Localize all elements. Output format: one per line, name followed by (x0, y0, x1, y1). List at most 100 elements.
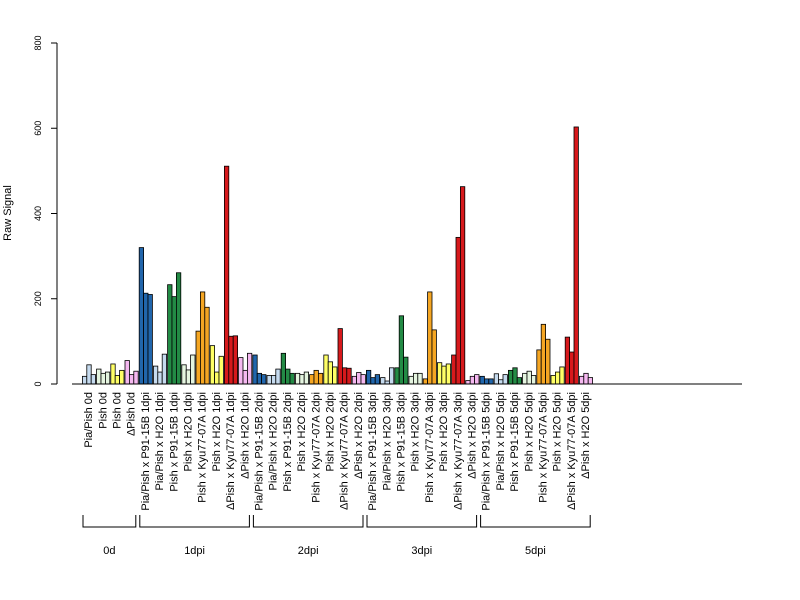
bar (199, 291, 206, 385)
bar (394, 367, 400, 385)
bar (536, 349, 542, 385)
x-tick-label: Pish x P91-15B 5dpi (509, 392, 521, 492)
bar (445, 363, 452, 385)
bar (512, 367, 518, 385)
bar (323, 354, 329, 385)
x-tick-label: Pish 0d (97, 392, 109, 429)
bar (100, 372, 106, 385)
bar (190, 354, 196, 385)
y-axis-label: Raw Signal (2, 185, 14, 241)
bar (313, 369, 319, 385)
group-brackets: 0d 1dpi 2dpi 3dpi 5dpi (82, 515, 591, 557)
bar (299, 374, 305, 385)
x-tick-label: ΔPish x H2O 1dpi (239, 392, 251, 479)
bar (545, 338, 551, 385)
x-tick-label: Pia/Pish x H2O 1dpi (154, 392, 166, 490)
x-tick-label: ΔPish 0d (126, 392, 138, 436)
group-label: 1dpi (184, 545, 205, 557)
bar (550, 375, 556, 385)
category-labels: Pia/Pish 0d Pish 0d Pish 0d ΔPish 0d Pia/Pis… (83, 392, 592, 511)
x-tick-label: Pish x P91-15B 2dpi (282, 392, 294, 492)
group-label: 0d (103, 545, 115, 557)
bar (82, 375, 88, 385)
bar (209, 345, 215, 385)
x-tick-label: ΔPish x Kyu77-07A 1dpi (225, 392, 237, 510)
bar (540, 323, 547, 385)
bar (583, 372, 589, 385)
bar (564, 336, 571, 385)
x-tick-label: Pish x Kyu77-07A 2dpi (310, 392, 322, 503)
bar (555, 371, 561, 385)
bar (266, 375, 272, 385)
bar (96, 368, 102, 385)
x-tick-label: Pia/Pish x P91-15B 3dpi (367, 392, 379, 511)
bar (138, 247, 144, 385)
bar (195, 330, 201, 385)
x-tick-label: Pish x H2O 5dpi (552, 392, 564, 471)
bar (238, 357, 244, 385)
bar (147, 294, 153, 385)
bar (332, 366, 338, 385)
x-tick-label: Pish x H2O 3dpi (438, 392, 450, 471)
bar (346, 367, 352, 385)
bar (280, 352, 287, 385)
y-axis: 0 200 400 600 800 (33, 35, 58, 387)
bar (105, 371, 111, 385)
bar (380, 377, 386, 385)
bar (522, 372, 528, 385)
bar (175, 272, 182, 385)
x-tick-label: Pia/Pish 0d (83, 392, 95, 448)
bar (242, 369, 248, 385)
x-tick-label: Pia/Pish x H2O 5dpi (495, 392, 507, 490)
bar (417, 372, 423, 385)
bar (133, 370, 139, 385)
bar (161, 353, 167, 385)
bar (427, 291, 433, 385)
bar (507, 369, 514, 385)
bar (256, 372, 263, 385)
bar (275, 368, 281, 385)
x-tick-label: Pia/Pish x P91-15B 2dpi (254, 392, 266, 511)
bar (124, 360, 130, 385)
bar (408, 375, 414, 385)
bar (327, 361, 334, 385)
group-bracket (480, 515, 591, 528)
bar (214, 371, 220, 385)
x-tick-label: ΔPish x H2O 5dpi (580, 392, 592, 479)
bar (252, 354, 258, 385)
bar (90, 374, 96, 385)
bar (228, 335, 234, 385)
bar (317, 372, 324, 385)
group-label: 2dpi (298, 545, 319, 557)
x-tick-label: Pia/Pish x P91-15B 1dpi (140, 392, 152, 511)
bar (483, 378, 490, 385)
x-tick-label: ΔPish x H2O 2dpi (353, 392, 365, 479)
bar (143, 292, 149, 385)
bar (498, 379, 504, 385)
bar (285, 368, 291, 385)
group-label: 5dpi (525, 545, 546, 557)
group-label: 3dpi (411, 545, 432, 557)
x-tick-label: Pish x Kyu77-07A 3dpi (424, 392, 436, 503)
bar (474, 374, 480, 385)
bar (110, 363, 116, 385)
y-tick-label: 200 (33, 291, 43, 306)
bar (351, 375, 358, 385)
bar (114, 375, 120, 385)
bar (119, 369, 125, 385)
bar (431, 329, 437, 385)
bar (516, 377, 523, 385)
group-bracket (366, 515, 478, 528)
bar (451, 354, 457, 385)
x-tick-label: Pish x P91-15B 3dpi (396, 392, 408, 492)
bar (167, 284, 173, 385)
bar (171, 296, 177, 385)
x-tick-label: Pish x Kyu77-07A 5dpi (538, 392, 550, 503)
bar (403, 356, 409, 385)
bar (388, 367, 395, 385)
group-bracket (252, 515, 364, 528)
bar (441, 365, 447, 385)
x-tick-label: ΔPish x Kyu77-07A 5dpi (566, 392, 578, 510)
bar (289, 372, 295, 385)
